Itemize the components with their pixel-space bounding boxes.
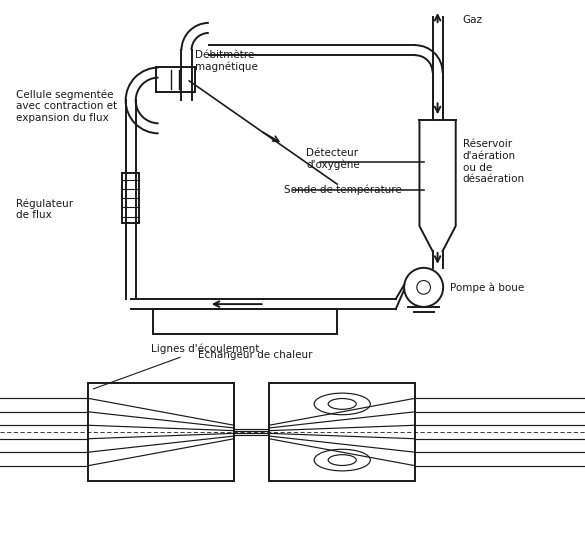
Bar xyxy=(153,309,337,334)
Text: Régulateur
de flux: Régulateur de flux xyxy=(16,198,73,220)
Bar xyxy=(269,383,415,481)
Text: Détecteur
d'oxygène: Détecteur d'oxygène xyxy=(307,148,360,170)
Text: Réservoir
d'aération
ou de
désaération: Réservoir d'aération ou de désaération xyxy=(463,139,525,184)
Text: Pompe à boue: Pompe à boue xyxy=(450,282,524,293)
Text: Débitmètre
magnétique: Débitmètre magnétique xyxy=(195,50,258,72)
Text: Gaz: Gaz xyxy=(463,15,483,24)
Text: Sonde de température: Sonde de température xyxy=(284,185,402,195)
Bar xyxy=(88,383,234,481)
Text: Echangeur de chaleur: Echangeur de chaleur xyxy=(198,350,312,360)
Text: Cellule segmentée
avec contraction et
expansion du flux: Cellule segmentée avec contraction et ex… xyxy=(16,89,118,123)
Text: Lignes d'écoulement: Lignes d'écoulement xyxy=(93,343,259,389)
